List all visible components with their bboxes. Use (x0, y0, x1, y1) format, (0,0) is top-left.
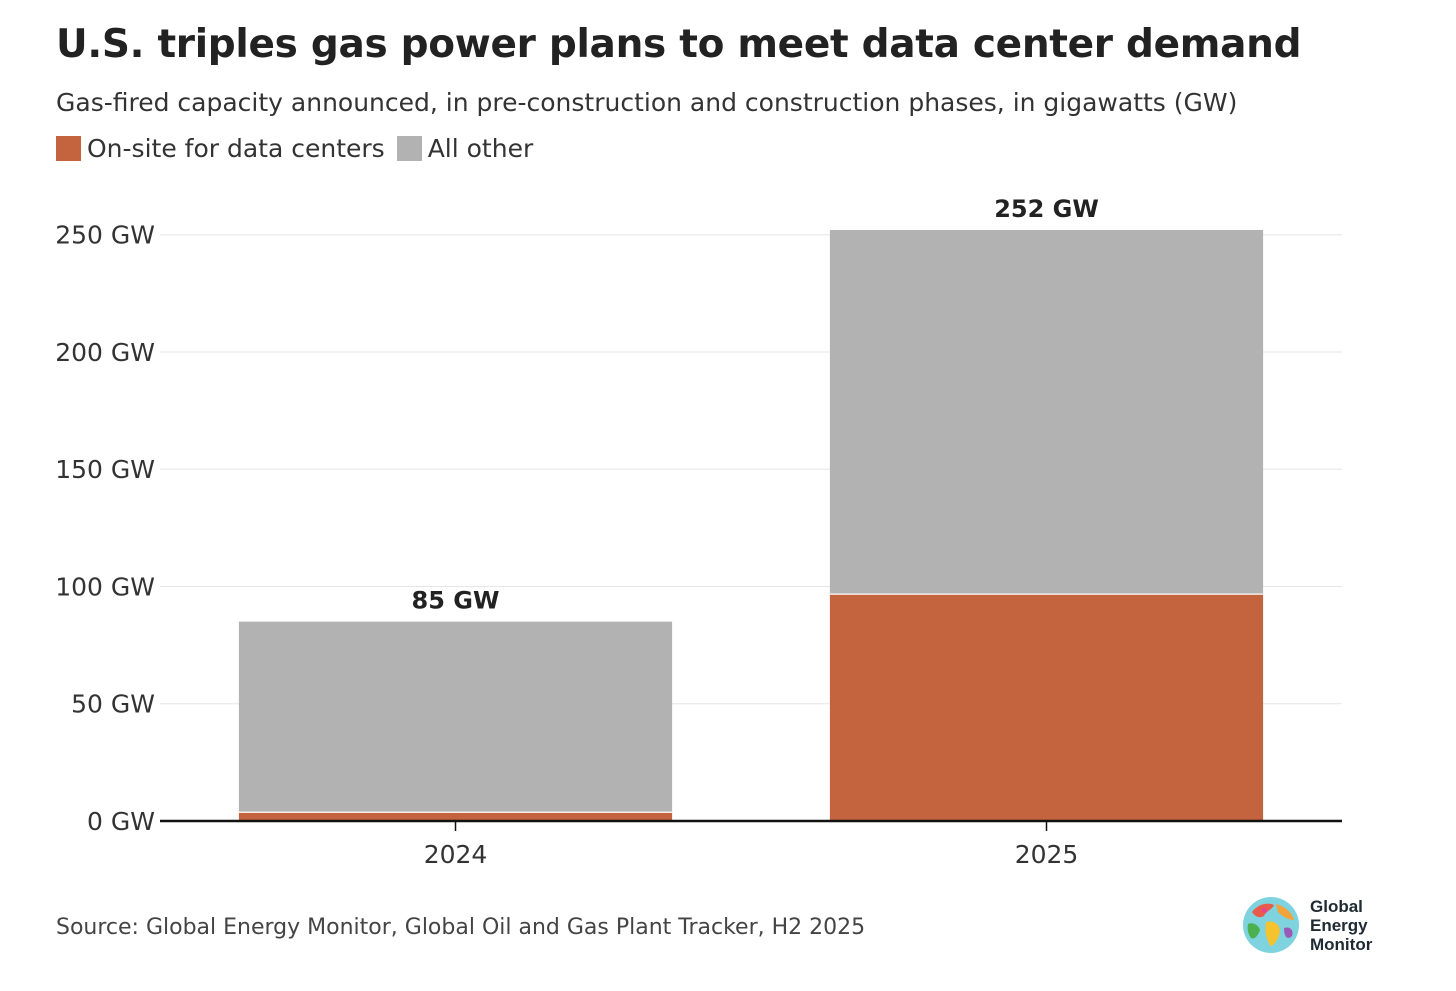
chart-title: U.S. triples gas power plans to meet dat… (56, 22, 1302, 67)
bar-segment-all-other-2025 (829, 230, 1264, 594)
logo-text: Global Energy Monitor (1310, 897, 1372, 954)
bar-segment-data-centers-2024 (238, 811, 673, 821)
legend-swatch-data-centers (56, 136, 81, 161)
gem-logo: Global Energy Monitor (1242, 896, 1372, 954)
total-labels: 85 GW 252 GW (412, 195, 1099, 615)
y-tick-label: 200 GW (55, 338, 155, 367)
y-tick-label: 100 GW (55, 572, 155, 601)
x-axis: 2024 2025 (424, 821, 1079, 869)
x-tick-label-2025: 2025 (1015, 840, 1079, 869)
legend-item-all-other: All other (396, 134, 534, 163)
y-tick-label: 150 GW (55, 455, 155, 484)
logo-line-1: Global (1310, 896, 1363, 916)
source-note: Source: Global Energy Monitor, Global Oi… (56, 915, 866, 940)
legend-label-data-centers: On-site for data centers (87, 134, 385, 163)
total-label-2024: 85 GW (412, 587, 500, 615)
y-tick-label: 50 GW (71, 690, 155, 719)
x-tick-label-2024: 2024 (424, 840, 488, 869)
total-label-2025: 252 GW (994, 195, 1099, 223)
y-tick-label: 0 GW (87, 807, 155, 836)
chart-subtitle: Gas-fired capacity announced, in pre-con… (56, 88, 1238, 117)
legend-swatch-all-other (396, 136, 422, 161)
y-tick-label: 250 GW (55, 221, 155, 250)
bar-segment-data-centers-2025 (829, 593, 1264, 821)
legend-label-all-other: All other (427, 134, 534, 163)
logo-line-2: Energy (1310, 915, 1368, 935)
bar-segment-all-other-2024 (238, 621, 673, 812)
legend-item-data-centers: On-site for data centers (56, 134, 385, 163)
globe-icon (1243, 897, 1299, 953)
bars (238, 230, 1264, 821)
logo-line-3: Monitor (1310, 934, 1373, 954)
legend: On-site for data centers All other (56, 134, 545, 163)
y-axis-tick-labels: 0 GW 50 GW 100 GW 150 GW 200 GW 250 GW (55, 221, 155, 836)
